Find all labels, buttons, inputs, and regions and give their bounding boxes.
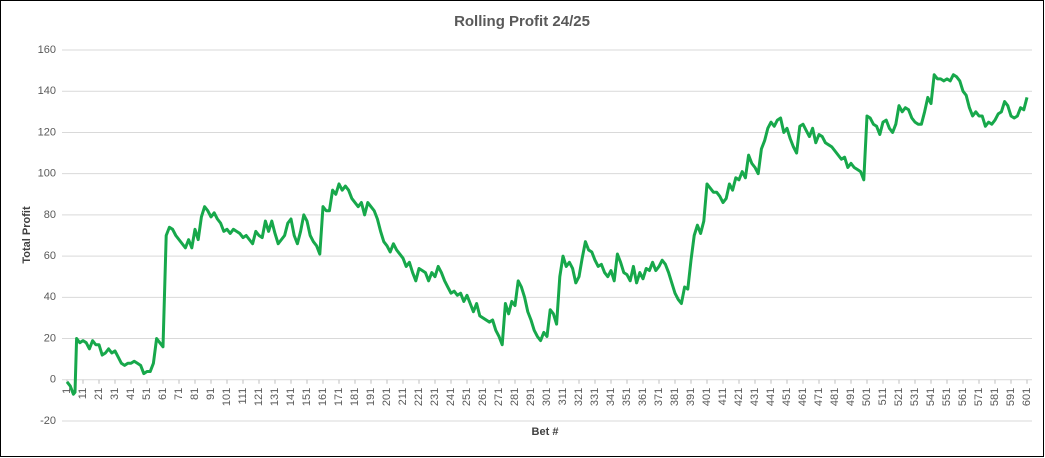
y-tick-label: -20 (40, 415, 56, 427)
x-tick-label: 481 (829, 388, 841, 406)
x-tick-label: 321 (573, 388, 585, 406)
x-tick-label: 191 (365, 388, 377, 406)
y-tick-label: 120 (38, 126, 56, 138)
y-tick-label: 0 (50, 374, 56, 386)
chart-title: Rolling Profit 24/25 (454, 13, 590, 30)
y-axis-title: Total Profit (21, 206, 33, 264)
x-tick-label: 211 (397, 388, 409, 406)
x-tick-label: 591 (1005, 388, 1017, 406)
x-tick-label: 571 (973, 388, 985, 406)
x-tick-label: 331 (589, 388, 601, 406)
x-tick-label: 541 (925, 388, 937, 406)
data-line (65, 73, 1029, 396)
x-tick-label: 111 (237, 388, 249, 405)
x-tick-label: 281 (509, 388, 521, 406)
y-tick-label: 60 (44, 250, 56, 262)
x-tick-label: 31 (109, 388, 121, 400)
x-tick-label: 241 (445, 388, 457, 406)
x-tick-label: 161 (317, 388, 329, 406)
y-tick-label: 140 (38, 85, 56, 97)
x-tick-label: 401 (701, 388, 713, 406)
y-tick-label: 100 (38, 168, 56, 180)
x-tick-label: 531 (909, 388, 921, 406)
x-tick-label: 251 (461, 388, 473, 406)
x-tick-label: 461 (797, 388, 809, 406)
x-tick-label: 271 (493, 388, 505, 406)
x-tick-label: 61 (157, 388, 169, 400)
x-tick-label: 421 (733, 388, 745, 406)
x-tick-label: 131 (269, 388, 281, 406)
x-tick-label: 21 (93, 388, 105, 400)
x-tick-label: 201 (381, 388, 393, 406)
x-tick-label: 291 (525, 388, 537, 406)
x-tick-label: 311 (557, 388, 569, 406)
y-tick-label: 80 (44, 209, 56, 221)
x-tick-label: 391 (685, 388, 697, 406)
x-tick-label: 351 (621, 388, 633, 406)
x-tick-label: 551 (941, 388, 953, 406)
x-tick-label: 411 (717, 388, 729, 406)
x-tick-label: 121 (253, 388, 265, 406)
x-tick-label: 181 (349, 388, 361, 406)
x-tick-label: 341 (605, 388, 617, 406)
x-tick-label: 381 (669, 388, 681, 406)
x-tick-label: 101 (221, 388, 233, 406)
x-tick-label: 71 (173, 388, 185, 400)
x-tick-label: 491 (845, 388, 857, 406)
x-tick-label: 151 (301, 388, 313, 406)
x-tick-label: 431 (749, 388, 761, 406)
x-tick-label: 51 (141, 388, 153, 400)
x-tick-label: 361 (637, 388, 649, 406)
x-tick-label: 141 (285, 388, 297, 406)
x-tick-label: 511 (877, 388, 889, 406)
x-tick-label: 11 (77, 388, 89, 399)
x-tick-label: 501 (861, 388, 873, 406)
y-tick-label: 40 (44, 291, 56, 303)
y-tick-label: 20 (44, 332, 56, 344)
x-tick-label: 471 (813, 388, 825, 406)
x-tick-label: 81 (189, 388, 201, 400)
x-tick-label: 41 (125, 388, 137, 400)
x-tick-label: 521 (893, 388, 905, 406)
x-tick-label: 561 (957, 388, 969, 406)
x-tick-label: 171 (333, 388, 345, 406)
x-tick-label: 91 (205, 388, 217, 400)
x-axis-title: Bet # (532, 426, 559, 438)
x-tick-label: 371 (653, 388, 665, 406)
x-tick-label: 581 (989, 388, 1001, 406)
x-tick-label: 451 (781, 388, 793, 406)
x-tick-label: 261 (477, 388, 489, 406)
x-tick-label: 1 (61, 388, 73, 394)
y-tick-label: 160 (38, 44, 56, 56)
x-tick-label: 301 (541, 388, 553, 406)
x-tick-label: 221 (413, 388, 425, 406)
x-tick-label: 601 (1021, 388, 1033, 406)
x-tick-label: 231 (429, 388, 441, 406)
x-tick-label: 441 (765, 388, 777, 406)
